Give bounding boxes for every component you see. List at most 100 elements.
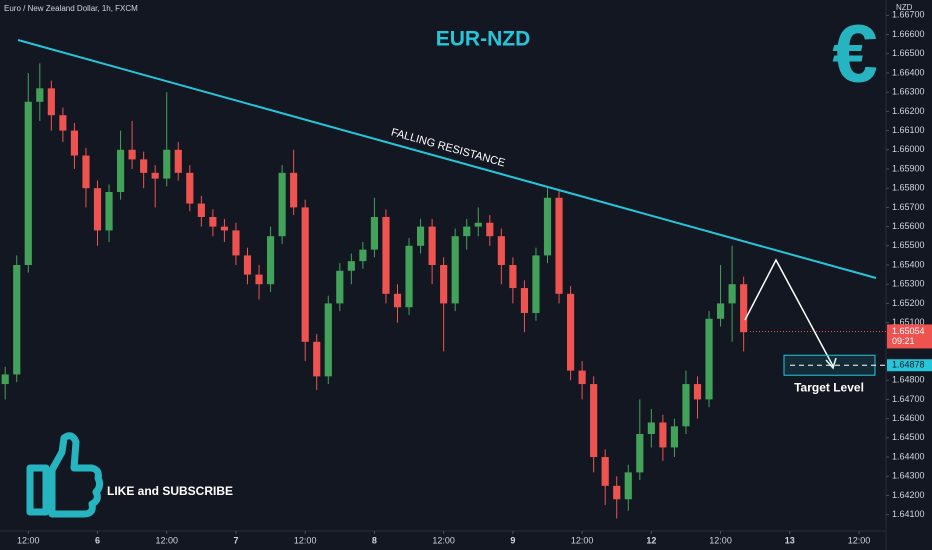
candle-body bbox=[267, 236, 275, 285]
candle-body bbox=[278, 172, 286, 237]
y-tick-label: 1.66100 bbox=[892, 125, 925, 135]
candle-body bbox=[486, 222, 494, 237]
candle-body bbox=[578, 370, 586, 385]
candle-body bbox=[647, 422, 655, 434]
candle-body bbox=[243, 255, 252, 275]
candle-body bbox=[151, 172, 159, 179]
candle-body bbox=[232, 230, 240, 256]
candle-body bbox=[197, 203, 205, 217]
x-tick-label: 12:00 bbox=[709, 535, 732, 545]
candle-body bbox=[543, 197, 552, 256]
x-tick-label: 12:00 bbox=[294, 535, 317, 545]
y-tick-label: 1.64300 bbox=[892, 471, 925, 481]
symbol-header: Euro / New Zealand Dollar, 1h, FXCM bbox=[4, 4, 138, 13]
y-tick-label: 1.66700 bbox=[892, 10, 925, 20]
candle-body bbox=[70, 130, 78, 156]
thumbs-up-icon bbox=[26, 432, 104, 518]
candle-body bbox=[555, 197, 563, 294]
x-tick-label: 12:00 bbox=[155, 535, 178, 545]
candle-body bbox=[290, 172, 298, 208]
x-tick-label: 12:00 bbox=[17, 535, 40, 545]
y-tick-label: 1.64200 bbox=[892, 490, 925, 500]
thumb-hand bbox=[48, 432, 104, 518]
last-price-box bbox=[887, 324, 932, 349]
candle-body bbox=[705, 318, 713, 400]
candle-body bbox=[474, 222, 482, 227]
thumb-cuff bbox=[26, 464, 50, 516]
trendline bbox=[17, 39, 877, 279]
cta-text: LIKE and SUBSCRIBE bbox=[107, 484, 233, 498]
candle-body bbox=[347, 261, 355, 271]
candle-body bbox=[728, 284, 736, 304]
candle-body bbox=[693, 384, 702, 400]
target-price-box bbox=[887, 359, 932, 372]
candle-body bbox=[209, 216, 217, 227]
candle-body bbox=[440, 265, 448, 304]
candle-body bbox=[336, 270, 344, 304]
candle-body bbox=[520, 288, 528, 314]
last-price-label: 1.65054 bbox=[892, 326, 925, 336]
candle-body bbox=[1, 374, 9, 385]
projection-path bbox=[744, 258, 834, 367]
x-tick-label: 12 bbox=[646, 535, 656, 545]
y-tick-label: 1.65300 bbox=[892, 279, 925, 289]
candle-body bbox=[670, 426, 678, 448]
x-tick-label: 12:00 bbox=[571, 535, 594, 545]
candle-body bbox=[82, 155, 90, 189]
y-tick-label: 1.64800 bbox=[892, 375, 925, 385]
y-tick-label: 1.64500 bbox=[892, 432, 925, 442]
candle-body bbox=[613, 485, 621, 500]
x-tick-label: 13 bbox=[785, 535, 795, 545]
candle-body bbox=[659, 422, 667, 448]
candle-body bbox=[497, 236, 505, 265]
y-tick-label: 1.66200 bbox=[892, 106, 925, 116]
target-price-label: 1.64878 bbox=[892, 360, 925, 370]
y-tick-label: 1.64100 bbox=[892, 509, 925, 519]
y-tick-label: 1.64700 bbox=[892, 394, 925, 404]
euro-icon: € bbox=[832, 9, 878, 100]
candle-body bbox=[186, 172, 194, 204]
candle-body bbox=[163, 149, 171, 179]
x-tick-label: 8 bbox=[372, 535, 377, 545]
candle-body bbox=[717, 303, 725, 319]
candle-body bbox=[590, 384, 598, 458]
candle-body bbox=[370, 216, 378, 250]
y-tick-label: 1.65100 bbox=[892, 317, 925, 327]
candle-body bbox=[36, 88, 44, 102]
x-tick-label: 12:00 bbox=[432, 535, 455, 545]
candle-body bbox=[117, 149, 125, 193]
y-tick-label: 1.66400 bbox=[892, 67, 925, 77]
candle-body bbox=[47, 88, 55, 116]
x-tick-label: 6 bbox=[95, 535, 100, 545]
y-tick-label: 1.64400 bbox=[892, 451, 925, 461]
candle-body bbox=[463, 226, 471, 237]
projection-arrowhead bbox=[825, 357, 837, 370]
target-label: Target Level bbox=[794, 380, 864, 394]
candle-body bbox=[417, 226, 425, 246]
candle-body bbox=[624, 472, 632, 500]
x-tick-label: 9 bbox=[510, 535, 515, 545]
candle-body bbox=[105, 192, 113, 231]
candle-body bbox=[636, 433, 644, 473]
candle-body bbox=[220, 226, 228, 231]
candle-body bbox=[313, 341, 321, 377]
y-tick-label: 1.65500 bbox=[892, 240, 925, 250]
currency-label: NZD bbox=[896, 3, 913, 12]
y-tick-label: 1.66600 bbox=[892, 29, 925, 39]
y-tick-label: 1.65700 bbox=[892, 202, 925, 212]
y-tick-label: 1.66000 bbox=[892, 144, 925, 154]
candle-body bbox=[140, 159, 148, 173]
candle-body bbox=[382, 216, 390, 294]
candle-body bbox=[509, 265, 517, 289]
x-tick-label: 7 bbox=[233, 535, 238, 545]
candle-body bbox=[428, 226, 436, 265]
candle-body bbox=[740, 284, 748, 333]
y-tick-label: 1.65900 bbox=[892, 163, 925, 173]
candle-body bbox=[359, 249, 367, 262]
y-tick-label: 1.66300 bbox=[892, 87, 925, 97]
candle-body bbox=[13, 265, 21, 375]
candle-body bbox=[255, 274, 263, 285]
candle-body bbox=[93, 188, 102, 231]
